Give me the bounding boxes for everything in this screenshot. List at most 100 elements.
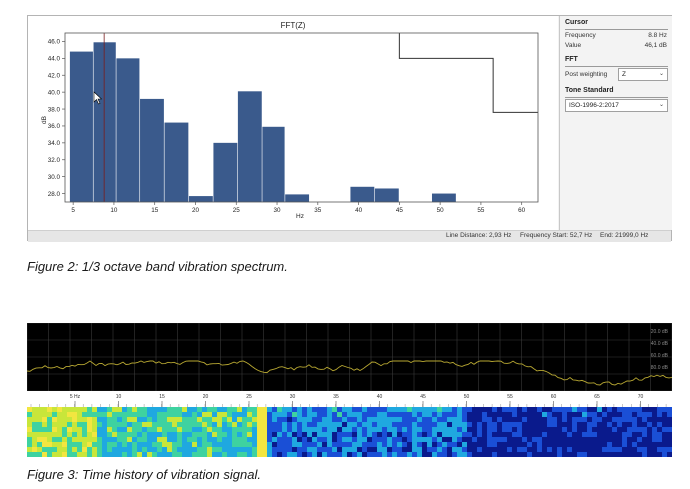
spectrogram-cell xyxy=(557,407,562,412)
spectrogram-cell xyxy=(177,447,182,452)
spectrogram-cell xyxy=(592,447,597,452)
spectrogram-cell xyxy=(422,447,427,452)
spectrogram-cell xyxy=(562,407,567,412)
fft-bar[interactable] xyxy=(164,122,189,202)
fft-bar[interactable] xyxy=(116,58,140,202)
spectrogram-cell xyxy=(107,437,112,442)
tone-standard-select[interactable]: ISO-1996-2:2017 ⌄ xyxy=(565,99,668,112)
fft-bar[interactable] xyxy=(188,196,213,202)
spectrogram-cell xyxy=(622,427,627,432)
spectrogram-cell xyxy=(367,432,372,437)
spectrogram-cell xyxy=(107,407,112,412)
spectrogram-cell xyxy=(502,412,507,417)
spectrogram-cell xyxy=(442,407,447,412)
spectrogram-cell xyxy=(647,417,652,422)
spectrogram-cell xyxy=(112,442,117,447)
spectrogram-cell xyxy=(622,452,627,457)
spectrogram-cell xyxy=(312,452,317,457)
spectrogram-cell xyxy=(612,452,617,457)
spectrogram-cell xyxy=(582,447,587,452)
spectrogram-cell xyxy=(407,412,412,417)
spectrogram-cell xyxy=(377,407,382,412)
spectrogram-cell xyxy=(627,437,632,442)
spectrogram-cell xyxy=(162,447,167,452)
spectrogram-cell xyxy=(202,422,207,427)
spectrogram-cell xyxy=(42,427,47,432)
spectrogram-cell xyxy=(232,417,237,422)
fft-bar[interactable] xyxy=(69,51,93,203)
spectrogram-cell xyxy=(467,432,472,437)
spectrogram-cell xyxy=(407,422,412,427)
fft-bar[interactable] xyxy=(374,188,399,202)
spectrogram-cell xyxy=(607,417,612,422)
spectrogram-cell xyxy=(402,432,407,437)
spectrogram-cell xyxy=(157,427,162,432)
spectrogram-cell xyxy=(237,447,242,452)
spectrogram-cell xyxy=(302,442,307,447)
spectrogram-cell xyxy=(67,447,72,452)
tone-limit-line xyxy=(398,33,538,113)
spectrogram-cell xyxy=(617,452,622,457)
fft-bar[interactable] xyxy=(93,42,116,202)
fft-bar[interactable] xyxy=(350,186,375,202)
spectrogram-cell xyxy=(377,437,382,442)
spectrogram-cell xyxy=(617,427,622,432)
spectrogram-cell xyxy=(357,412,362,417)
spectrogram-cell xyxy=(502,407,507,412)
spectrogram-cell xyxy=(42,447,47,452)
spectrogram-cell xyxy=(357,437,362,442)
spectrogram-cell xyxy=(442,442,447,447)
spectrogram-cell xyxy=(162,407,167,412)
spectrogram-cell xyxy=(212,442,217,447)
fft-chart[interactable]: 28.0 30.0 32.0 34.0 36.0 38.0 40.0 42.0 44.0 46.0… xyxy=(28,16,558,230)
spectrogram-cell xyxy=(527,447,532,452)
fft-bar[interactable] xyxy=(213,142,238,202)
spectrogram-cell xyxy=(232,442,237,447)
spectrogram-cell xyxy=(357,447,362,452)
spectrogram-cell xyxy=(287,422,292,427)
spectrogram-cell xyxy=(517,407,522,412)
fft-chart-panel[interactable]: 28.0 30.0 32.0 34.0 36.0 38.0 40.0 42.0 44.0 46.0… xyxy=(28,16,558,230)
spectrogram-cell xyxy=(607,437,612,442)
spectrogram-cell xyxy=(102,422,107,427)
spectrogram-cell xyxy=(347,437,352,442)
spectrogram-cell xyxy=(307,407,312,412)
fft-bar[interactable] xyxy=(237,91,262,202)
spectrogram-cell xyxy=(477,452,482,457)
fft-bar[interactable] xyxy=(140,98,164,202)
spectrogram-cell xyxy=(122,417,127,422)
spectrogram-cell xyxy=(537,427,542,432)
spectrogram-cell xyxy=(652,422,657,427)
fft-bar[interactable] xyxy=(431,193,456,202)
spectrogram-cell xyxy=(87,427,92,432)
spectrogram-cell xyxy=(527,417,532,422)
spectrogram-cell xyxy=(472,437,477,442)
spectrogram-cell xyxy=(262,422,267,427)
spectrogram-cell xyxy=(462,417,467,422)
spectrogram-cell xyxy=(237,427,242,432)
spectrogram-cell xyxy=(62,447,67,452)
spectrogram-cell xyxy=(582,417,587,422)
fft-bar[interactable] xyxy=(262,126,285,202)
spectrogram-cell xyxy=(422,437,427,442)
spectrogram-cell xyxy=(47,427,52,432)
spectrogram-cell xyxy=(392,407,397,412)
spectrogram-cell xyxy=(322,452,327,457)
spectrogram-cell xyxy=(647,442,652,447)
fft-bar[interactable] xyxy=(285,194,310,202)
spectrogram-cell xyxy=(112,432,117,437)
spectrogram-cell xyxy=(52,407,57,412)
spectrogram-cell xyxy=(87,437,92,442)
spectrogram-cell xyxy=(437,432,442,437)
spectrogram-cell xyxy=(657,447,662,452)
spectrogram-cell xyxy=(192,407,197,412)
spectrogram-cell xyxy=(257,427,262,432)
post-weighting-select[interactable]: Z ⌄ xyxy=(618,68,668,81)
time-history-chart[interactable]: 20.0 dB 40.0 dB 60.0 dB 80.0 dB 5 Hz 10 15 20 2… xyxy=(27,323,672,457)
spectrogram-cell xyxy=(477,417,482,422)
spectrogram-cell xyxy=(147,452,152,457)
spectrogram-cell xyxy=(637,412,642,417)
spectrogram-cell xyxy=(217,432,222,437)
spectrogram-cell xyxy=(192,417,197,422)
spectrogram-cell xyxy=(212,437,217,442)
